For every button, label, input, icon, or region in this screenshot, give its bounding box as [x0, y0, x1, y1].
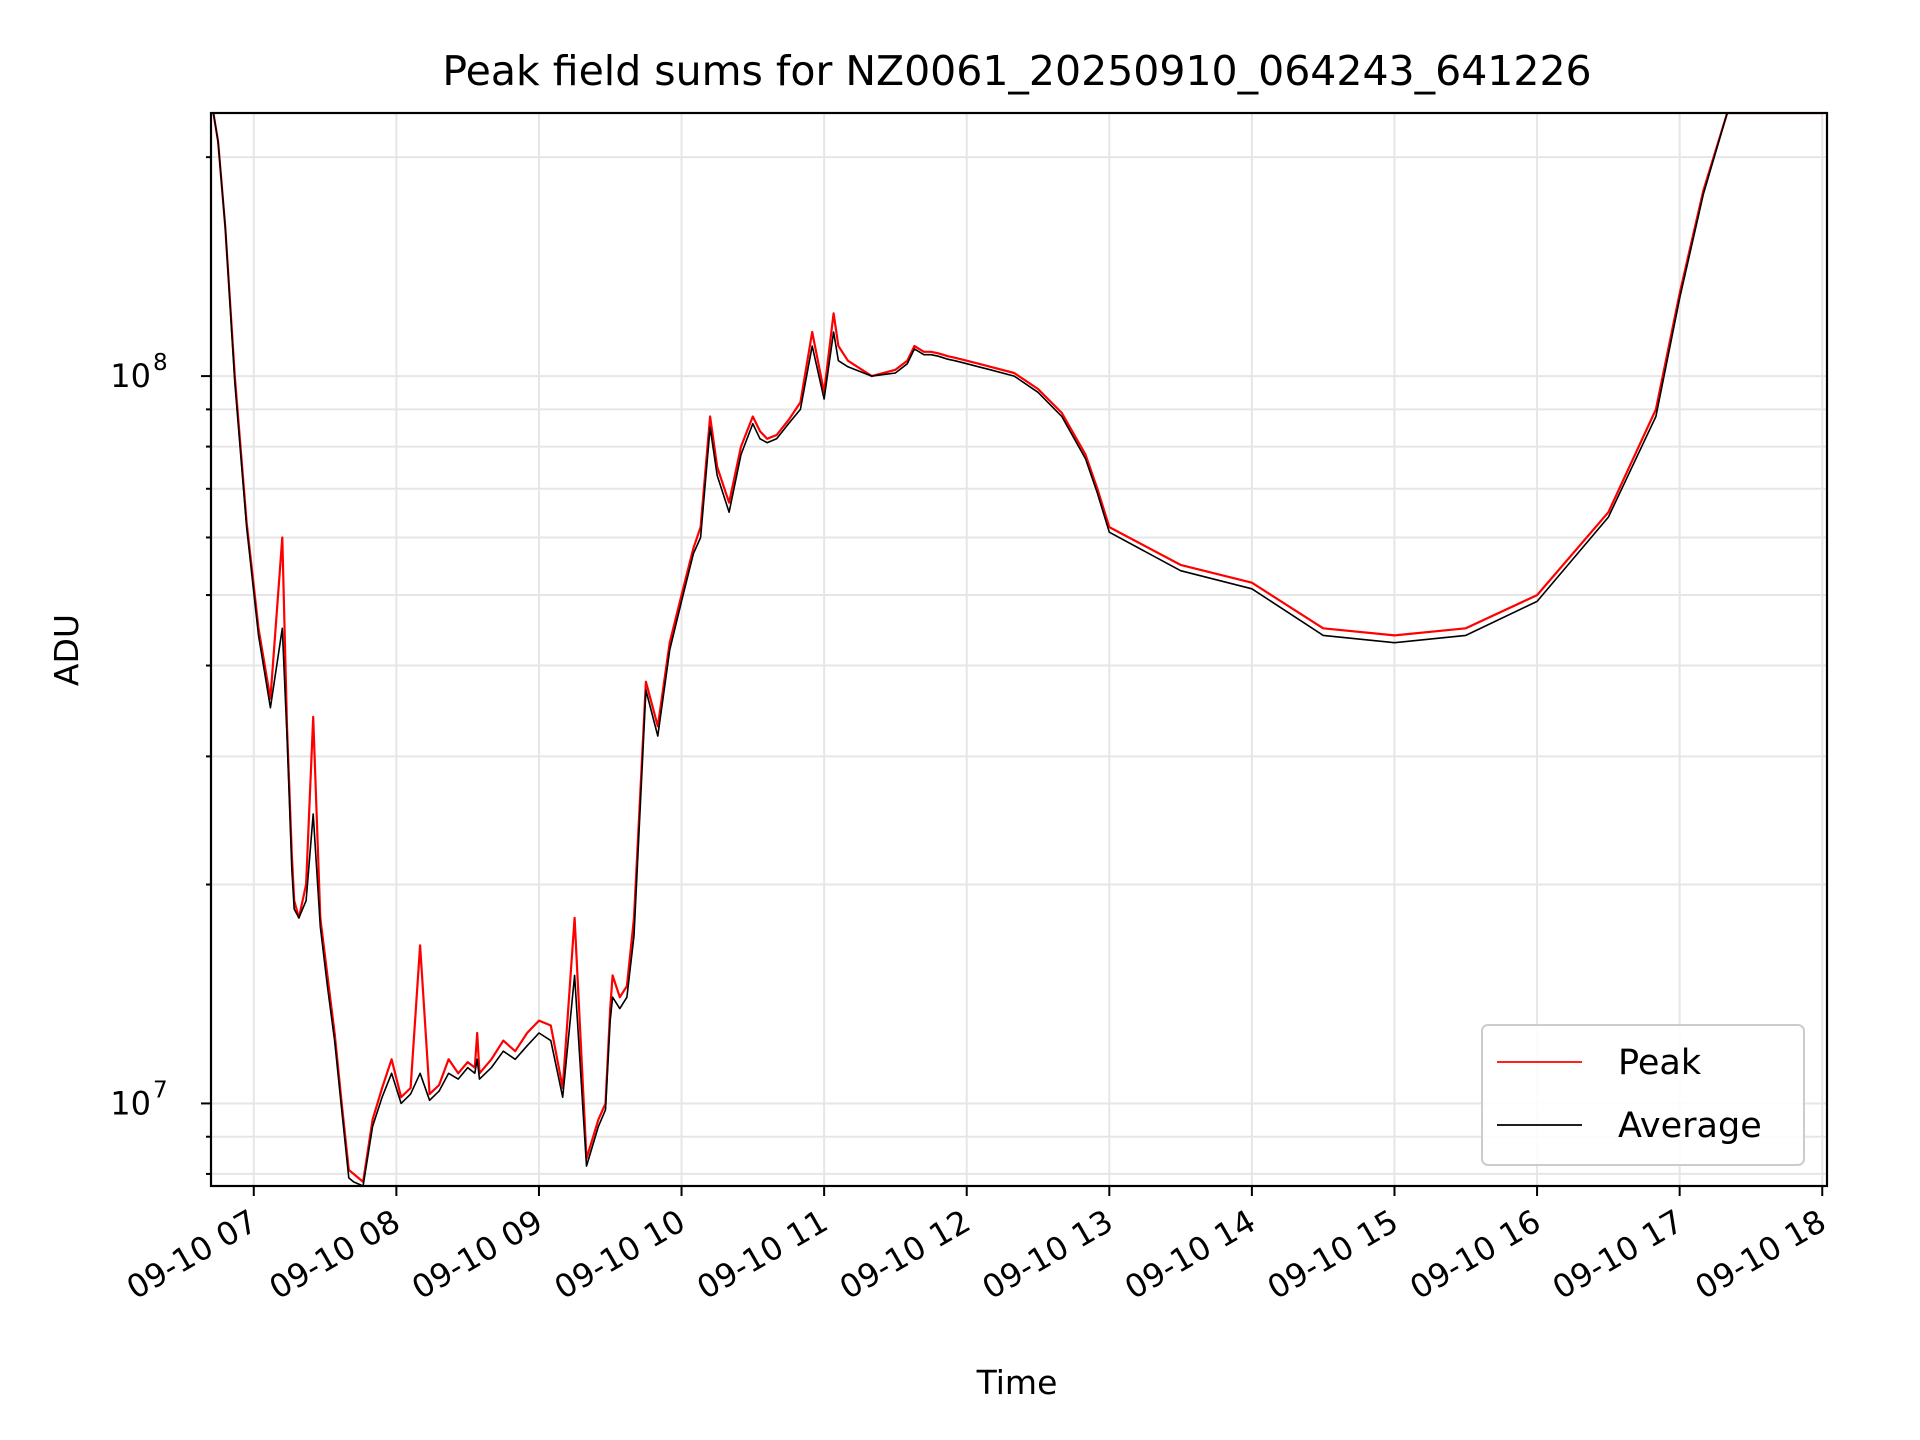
- y-tick-exponent: 8: [153, 350, 168, 376]
- legend-frame: [1481, 1024, 1805, 1166]
- legend-label-average: Average: [1618, 1106, 1762, 1146]
- series-line-average: [212, 113, 1823, 1186]
- grid: [211, 113, 1827, 1186]
- y-axis-label: ADU: [47, 614, 86, 686]
- plot-frame: [209, 111, 1829, 1188]
- y-tick-exponent: 7: [153, 1077, 168, 1103]
- legend: Peak Average: [1481, 1024, 1805, 1166]
- x-axis-label: Time: [976, 1363, 1058, 1402]
- y-tick-label: 10: [110, 1084, 151, 1122]
- legend-label-peak: Peak: [1618, 1043, 1702, 1083]
- y-tick-label: 10: [110, 357, 151, 395]
- chart-title: Peak field sums for NZ0061_20250910_0642…: [442, 47, 1591, 95]
- series-layer: [212, 113, 1823, 1186]
